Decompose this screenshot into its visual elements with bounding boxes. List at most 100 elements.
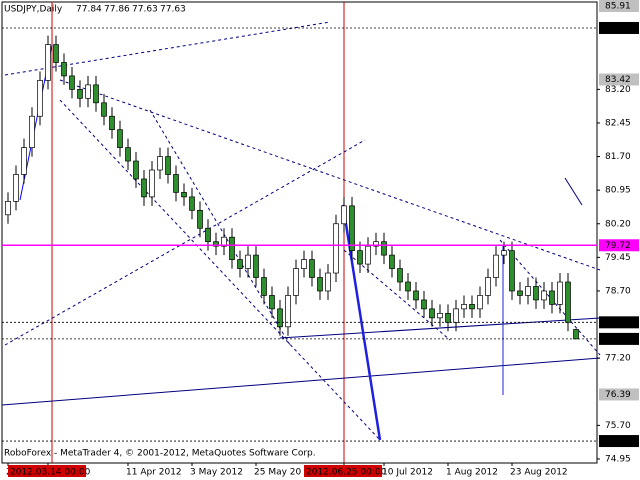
- candle-body: [253, 254, 259, 278]
- candle-body: [421, 299, 427, 310]
- candle-body: [69, 75, 75, 90]
- y-tick-label: 83.20: [605, 85, 631, 95]
- trend-line: [279, 317, 601, 339]
- ohlc-open: 77.84: [76, 5, 102, 15]
- candle-body: [453, 308, 459, 323]
- candle-body: [61, 62, 67, 77]
- x-tick-label: 1 Aug 2012: [446, 468, 498, 478]
- candle-body: [309, 259, 315, 278]
- candle-body: [181, 192, 187, 198]
- level-label-box: [599, 0, 639, 12]
- candle-body: [493, 254, 499, 278]
- candle-body: [133, 160, 139, 180]
- candle-body: [221, 236, 227, 247]
- candle-body: [29, 115, 35, 148]
- candle-body: [373, 241, 379, 247]
- candle-body: [85, 84, 91, 99]
- candle-body: [77, 89, 83, 99]
- candle-body: [245, 254, 251, 269]
- candle-body: [317, 277, 323, 292]
- level-label-box: [599, 435, 639, 448]
- candle-body: [293, 268, 299, 296]
- candle-body: [325, 272, 331, 292]
- x-tick-label: 23 Aug 2012: [510, 468, 568, 478]
- level-label: 75.35: [605, 437, 631, 447]
- candle-body: [261, 277, 267, 296]
- candle-body: [397, 268, 403, 283]
- x-tick-label: 2012.03.14 00:00: [10, 468, 91, 478]
- level-label-box: [599, 388, 639, 401]
- candle-body: [461, 304, 467, 310]
- trend-line: [1, 357, 601, 406]
- candle-body: [517, 290, 523, 296]
- candle-body: [405, 281, 411, 292]
- y-tick-label: 80.20: [605, 219, 631, 229]
- candle-body: [125, 147, 131, 162]
- x-tick-label: 25 May 20: [254, 468, 302, 478]
- y-tick-label: 74.95: [605, 454, 631, 464]
- candle-body: [285, 295, 291, 328]
- x-tick-label: 10 Jul 2012: [382, 468, 433, 478]
- y-tick-label: 81.70: [605, 152, 631, 162]
- candle-body: [381, 241, 387, 256]
- y-tick-label: 79.45: [605, 253, 631, 263]
- candle-body: [357, 250, 363, 265]
- candle-body: [213, 241, 219, 247]
- level-label-box: [599, 239, 639, 252]
- candle-body: [301, 259, 307, 269]
- trend-line: [499, 239, 601, 356]
- candle-body: [389, 254, 395, 269]
- y-tick-label: 82.45: [605, 118, 631, 128]
- level-label-box: [599, 73, 639, 86]
- footer-text: RoboForex - MetaTrader 4, © 2001-2012, M…: [4, 449, 316, 459]
- candle-body: [573, 329, 579, 340]
- candle-body: [45, 44, 51, 81]
- candle-body: [509, 250, 515, 292]
- ohlc-close: 77.63: [160, 5, 186, 15]
- x-tick-label: 3 May 2012: [190, 468, 243, 478]
- candle-body: [141, 178, 147, 198]
- candle-body: [525, 286, 531, 296]
- candle-body: [189, 196, 195, 211]
- trend-line: [564, 177, 583, 206]
- candle-body: [5, 201, 11, 216]
- candle-body: [269, 295, 275, 310]
- x-tick-label: 2012.06.25 00:00: [306, 468, 387, 478]
- candle-body: [277, 308, 283, 328]
- x-label-box: [8, 465, 86, 477]
- candle-body: [549, 290, 555, 305]
- candle-body: [157, 156, 163, 171]
- candle-body: [237, 259, 243, 269]
- candle-body: [197, 209, 203, 229]
- candle-body: [557, 281, 563, 305]
- candle-body: [501, 250, 507, 256]
- candle-body: [93, 84, 99, 104]
- chart-title: USDJPY,Daily: [4, 5, 63, 15]
- y-tick-label: 80.95: [605, 186, 631, 196]
- candle-body: [205, 227, 211, 243]
- candle-body: [445, 313, 451, 323]
- candle-body: [349, 205, 355, 251]
- candle-body: [485, 277, 491, 296]
- candle-body: [229, 236, 235, 260]
- level-label: 83.42: [605, 75, 631, 85]
- candle-body: [333, 223, 339, 274]
- ohlc-high: 77.86: [104, 5, 130, 15]
- level-label: 79.72: [605, 241, 631, 251]
- candle-body: [541, 290, 547, 301]
- y-tick-label: 77.20: [605, 354, 631, 364]
- candle-body: [109, 115, 115, 131]
- candle-body: [365, 245, 371, 265]
- level-label-box: [599, 21, 639, 34]
- candle-body: [565, 281, 571, 323]
- level-label: 85.91: [605, 2, 631, 12]
- candle-body: [149, 169, 155, 198]
- level-label-box: [599, 332, 639, 345]
- level-label: 78.00: [605, 318, 631, 328]
- plot-frame: [1, 1, 598, 464]
- candle-body: [173, 174, 179, 193]
- candle-body: [413, 290, 419, 301]
- candle-body: [477, 295, 483, 310]
